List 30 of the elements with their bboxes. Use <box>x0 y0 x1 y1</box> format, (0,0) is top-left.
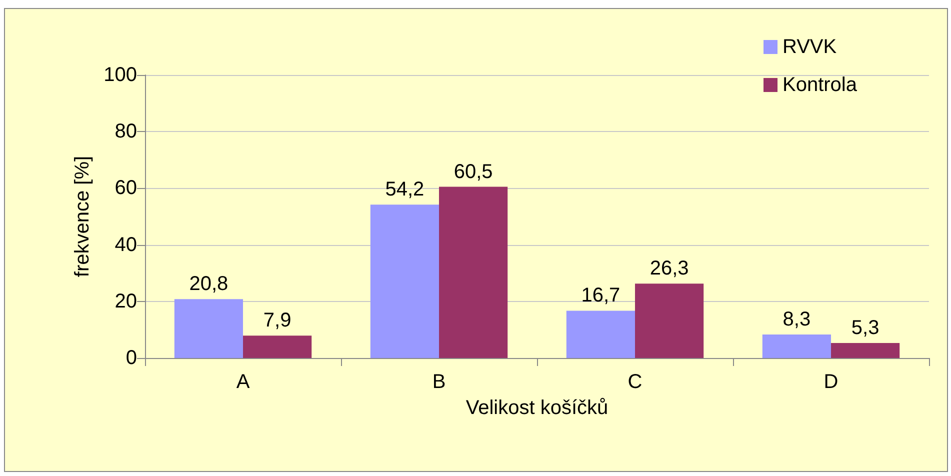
x-tick-label: B <box>432 371 446 393</box>
bar <box>439 186 508 358</box>
data-label: 8,3 <box>782 308 811 331</box>
legend-label: Kontrola <box>782 74 858 96</box>
x-tick-label: D <box>824 371 838 393</box>
bar <box>762 334 831 358</box>
y-tick-label: 0 <box>126 347 137 369</box>
x-tick-label: C <box>628 371 642 393</box>
bar <box>243 336 312 358</box>
x-tick-label: A <box>236 371 250 393</box>
bar <box>174 299 243 358</box>
data-label: 54,2 <box>385 178 424 201</box>
y-tick-label: 20 <box>114 290 137 312</box>
legend-label: RVVK <box>782 36 838 58</box>
bar <box>831 343 900 358</box>
bar <box>566 310 635 358</box>
data-label: 5,3 <box>851 317 880 339</box>
data-label: 20,8 <box>189 273 228 296</box>
data-label: 60,5 <box>454 160 493 183</box>
data-label: 7,9 <box>263 310 292 332</box>
bar <box>635 284 704 358</box>
y-tick-label: 40 <box>114 234 137 256</box>
bar <box>370 204 439 358</box>
x-axis-title: Velikost košíčků <box>466 397 608 419</box>
y-tick-label: 100 <box>104 64 137 86</box>
y-tick-label: 60 <box>114 177 137 200</box>
data-label: 26,3 <box>650 258 689 280</box>
y-axis-title: frekvence [%] <box>72 156 94 278</box>
data-label: 16,7 <box>581 284 620 307</box>
y-tick-label: 80 <box>114 120 137 143</box>
